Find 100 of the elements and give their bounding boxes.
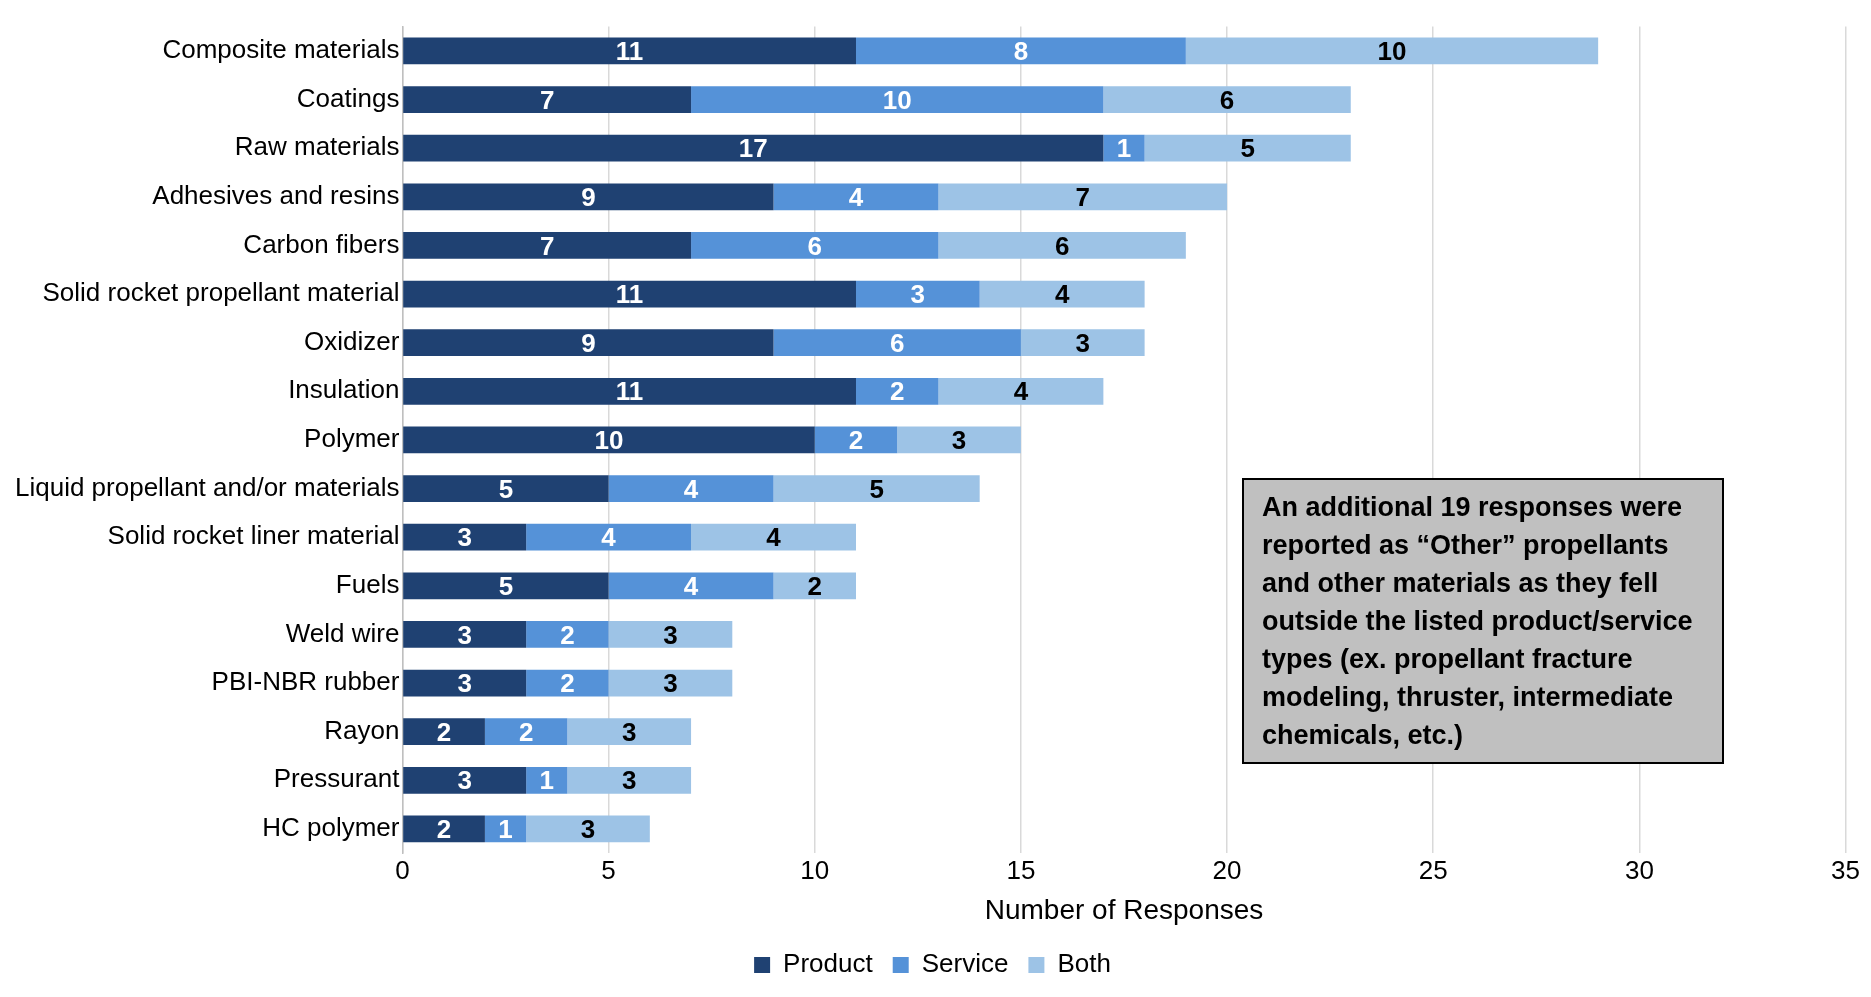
data-label: 3	[910, 279, 926, 310]
data-label: 10	[1377, 36, 1407, 67]
y-tick-label: Solid rocket propellant material	[42, 277, 400, 308]
data-label: 1	[1116, 133, 1132, 164]
data-label: 4	[601, 522, 617, 553]
legend-label: Both	[1057, 948, 1111, 979]
y-tick-label: HC polymer	[262, 812, 400, 843]
bar	[938, 183, 1228, 211]
y-tick-label: Weld wire	[285, 617, 400, 648]
bar	[938, 232, 1186, 259]
data-label: 3	[621, 765, 637, 796]
data-label: 2	[848, 425, 864, 456]
data-label: 9	[581, 327, 596, 358]
bar	[403, 134, 1104, 162]
bar	[691, 86, 1104, 113]
data-label: 3	[663, 668, 678, 699]
data-label: 2	[436, 716, 452, 747]
data-label: 7	[1075, 181, 1090, 212]
data-label: 3	[951, 425, 967, 456]
x-tick-label: 30	[1624, 854, 1654, 885]
y-tick-label: Carbon fibers	[243, 228, 400, 259]
legend-label: Product	[783, 948, 874, 979]
data-label: 5	[1240, 133, 1255, 164]
data-label: 2	[889, 376, 905, 407]
bar	[403, 183, 774, 211]
bar	[403, 718, 485, 746]
bar	[855, 377, 939, 405]
bar	[526, 815, 650, 843]
data-label: 2	[807, 570, 822, 601]
bar	[403, 669, 527, 697]
data-label: 2	[560, 668, 575, 699]
data-label: 6	[1054, 230, 1070, 261]
bar	[403, 329, 774, 357]
x-tick-label: 10	[800, 854, 830, 885]
y-tick-label: Polymer	[304, 423, 400, 454]
data-label: 5	[498, 473, 514, 504]
x-tick-label: 20	[1212, 854, 1242, 885]
y-tick-label: Insulation	[288, 374, 400, 405]
y-tick-label: PBI-NBR rubber	[211, 666, 400, 697]
bar	[608, 572, 774, 600]
data-label: 10	[882, 84, 912, 115]
bar	[773, 183, 939, 211]
data-label: 3	[457, 619, 472, 650]
bar	[1020, 329, 1145, 357]
bar	[855, 280, 980, 308]
data-label: 3	[1075, 327, 1090, 358]
bar	[1144, 134, 1351, 162]
data-label: 4	[848, 181, 864, 212]
data-label: 11	[615, 279, 644, 310]
bar	[526, 621, 609, 648]
data-label: 6	[889, 327, 905, 358]
bar	[567, 718, 692, 746]
data-label: 2	[436, 814, 452, 845]
y-tick-label: Oxidizer	[304, 325, 400, 356]
data-label: 3	[663, 619, 678, 650]
data-label: 4	[766, 522, 782, 553]
bar	[691, 523, 856, 551]
data-label: 5	[498, 570, 514, 601]
data-label: 6	[807, 230, 822, 261]
x-tick-label: 15	[1006, 854, 1036, 885]
bar	[526, 523, 692, 551]
bar	[608, 475, 774, 502]
data-label: 1	[539, 765, 554, 796]
data-label: 17	[738, 133, 768, 164]
data-label: 9	[581, 181, 596, 212]
bar	[403, 280, 856, 308]
data-label: 2	[560, 619, 575, 650]
bar	[773, 329, 1021, 357]
bar	[403, 86, 692, 113]
annotation: An additional 19 responses were reported as “Other” propellants and other materials as they fell outside the listed product/service types (ex. propellant fracture modeling, thruster, intermediate chemicals, etc.)	[1242, 478, 1724, 764]
bar	[691, 232, 939, 259]
data-label: 5	[869, 473, 884, 504]
data-label: 3	[457, 522, 472, 553]
x-tick-label: 5	[601, 854, 616, 885]
data-label: 4	[1013, 376, 1029, 407]
legend-label: Service	[921, 948, 1009, 979]
data-label: 7	[539, 84, 555, 115]
data-label: 4	[1054, 279, 1070, 310]
bar	[403, 766, 527, 794]
data-label: 3	[621, 716, 637, 747]
bar	[403, 232, 692, 259]
y-tick-label: Rayon	[324, 714, 400, 745]
data-label: 6	[1219, 84, 1235, 115]
y-tick-label: Coatings	[296, 82, 400, 113]
x-tick-label: 0	[395, 854, 410, 885]
y-tick-label: Pressurant	[273, 763, 401, 794]
bar	[773, 475, 980, 502]
bar	[938, 377, 1104, 405]
bar	[608, 669, 733, 697]
y-tick-label: Fuels	[335, 568, 400, 599]
x-tick-label: 25	[1418, 854, 1448, 885]
bar	[403, 572, 609, 600]
bar	[814, 426, 898, 454]
data-label: 3	[457, 668, 472, 699]
data-label: 10	[594, 425, 624, 456]
data-label: 4	[683, 473, 699, 504]
data-label: 11	[615, 36, 644, 67]
bar	[567, 766, 692, 794]
bar	[403, 475, 609, 502]
bar	[403, 37, 856, 65]
